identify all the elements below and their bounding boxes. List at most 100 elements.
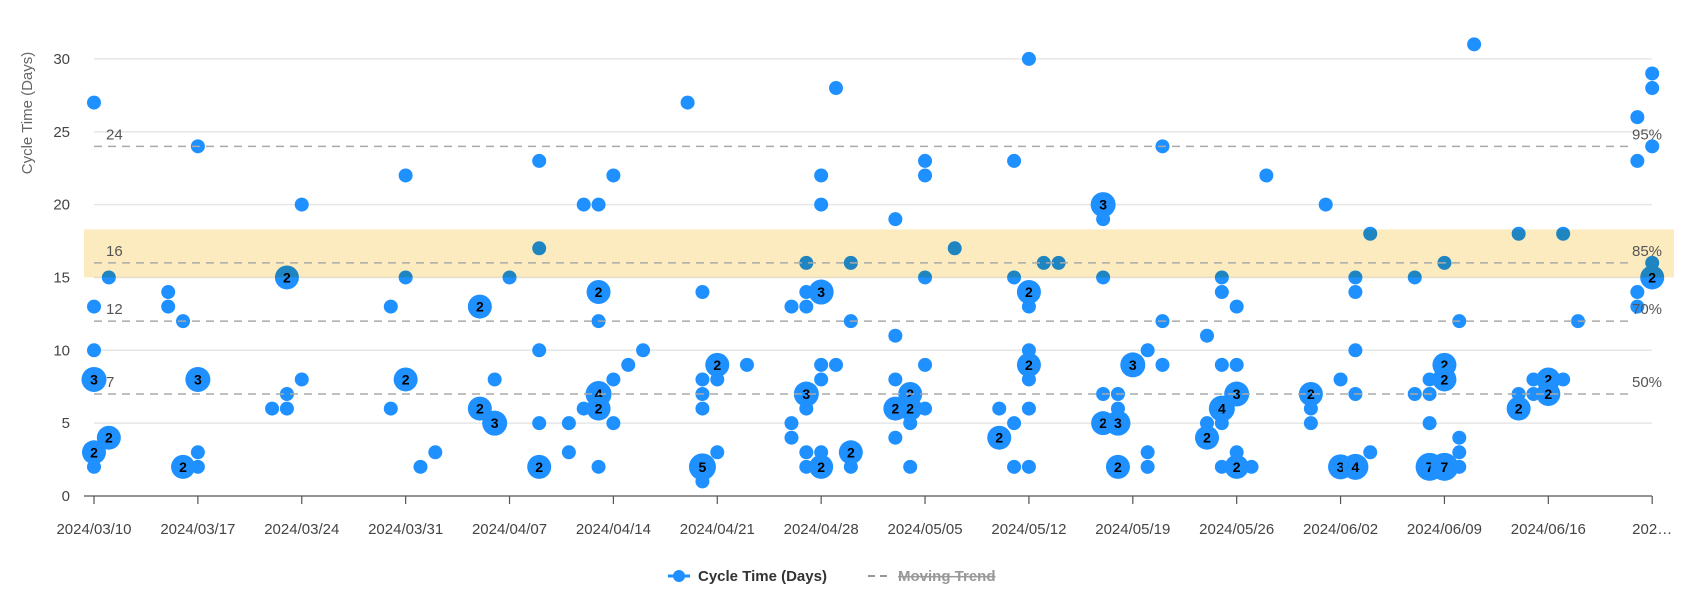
data-point: [1630, 110, 1645, 125]
data-point-marker: [1630, 285, 1645, 300]
data-point-count: 2: [595, 284, 603, 300]
data-point-marker: [1645, 66, 1660, 81]
data-point: [279, 401, 294, 416]
data-point-count: 2: [817, 459, 825, 475]
legend-item-cycle-time[interactable]: Cycle Time (Days): [668, 568, 827, 585]
data-point-marker: [1630, 299, 1645, 314]
data-point-marker: [586, 280, 611, 305]
data-point: [1452, 430, 1467, 445]
data-point-marker: [591, 197, 606, 212]
data-point: [532, 416, 547, 431]
data-point-cluster: 5: [688, 453, 716, 481]
data-point: [814, 357, 829, 372]
data-point-marker: [586, 396, 611, 421]
legend-label-cycle-time: Cycle Time (Days): [698, 568, 827, 585]
data-point-cluster: 3: [808, 279, 834, 305]
data-point-count: 7: [1426, 459, 1434, 475]
data-point-marker: [695, 401, 710, 416]
data-point-cluster: 2: [1506, 396, 1531, 421]
data-point-marker: [1298, 382, 1323, 407]
legend-item-moving-trend[interactable]: Moving Trend: [868, 568, 996, 585]
data-point-count: 2: [1544, 386, 1552, 402]
data-point: [814, 197, 829, 212]
data-point: [532, 343, 547, 358]
data-point: [190, 445, 205, 460]
data-point-marker: [1342, 453, 1369, 480]
data-point: [918, 168, 933, 183]
data-point-marker: [1645, 81, 1660, 96]
data-point: [1363, 445, 1378, 460]
data-point-marker: [809, 454, 834, 479]
data-point-marker: [1140, 343, 1155, 358]
data-point: [190, 459, 205, 474]
data-point-cluster: 2: [527, 454, 552, 479]
data-point-marker: [81, 366, 107, 392]
data-point: [888, 372, 903, 387]
percentile-label: 85%: [1632, 243, 1662, 260]
data-point: [1467, 37, 1482, 52]
data-point: [1333, 372, 1348, 387]
data-point-count: 2: [535, 459, 543, 475]
data-point-marker: [992, 401, 1007, 416]
data-point-marker: [279, 401, 294, 416]
data-point-count: 2: [906, 401, 914, 417]
data-point-marker: [532, 153, 547, 168]
data-point: [784, 416, 799, 431]
data-point-marker: [82, 440, 106, 465]
data-point-marker: [1452, 445, 1467, 460]
data-point: [87, 459, 101, 474]
data-point-marker: [1303, 416, 1318, 431]
percentile-label: 50%: [1632, 374, 1662, 391]
data-point-marker: [695, 285, 710, 300]
data-point: [784, 299, 799, 314]
data-point-marker: [1333, 372, 1348, 387]
data-point: [398, 168, 413, 183]
data-point-count: 7: [1441, 459, 1449, 475]
data-point-marker: [1430, 452, 1459, 481]
data-point-marker: [799, 299, 814, 314]
data-point-marker: [1090, 192, 1116, 218]
data-point-count: 3: [1129, 357, 1137, 373]
data-point-cluster: 2: [586, 280, 611, 305]
data-point-marker: [1244, 459, 1259, 474]
data-point-marker: [606, 372, 621, 387]
data-point: [1021, 372, 1036, 387]
data-point-marker: [383, 401, 398, 416]
data-point-count: 2: [595, 401, 603, 417]
data-point: [1214, 357, 1229, 372]
data-point-marker: [532, 343, 547, 358]
y-tick-label: 0: [62, 488, 70, 505]
data-point-count: 2: [1203, 430, 1211, 446]
x-tick-label: 2024/03/10: [56, 521, 131, 538]
data-point-count: 2: [1544, 371, 1552, 387]
data-point-marker: [1016, 352, 1041, 377]
data-point-marker: [1432, 367, 1457, 392]
data-point-marker: [1630, 110, 1645, 125]
data-point: [161, 285, 176, 300]
data-point-marker: [1096, 212, 1111, 227]
data-point-marker: [814, 357, 829, 372]
data-point-count: 2: [847, 444, 855, 460]
data-point-cluster: 2: [1016, 352, 1041, 377]
data-point-marker: [265, 401, 280, 416]
data-point-count: 2: [713, 357, 721, 373]
data-point-cluster: 3: [793, 381, 819, 407]
data-point-marker: [1229, 357, 1244, 372]
data-point: [487, 372, 502, 387]
data-point: [1200, 328, 1214, 343]
data-point-count: 3: [802, 386, 810, 402]
data-point-marker: [1214, 416, 1229, 431]
legend: Cycle Time (Days) Moving Trend: [668, 568, 996, 585]
data-point: [1007, 153, 1022, 168]
data-point-count: 3: [817, 284, 825, 300]
data-point-count: 2: [1441, 357, 1449, 373]
data-point-marker: [1467, 37, 1482, 52]
data-point-cluster: 3: [1120, 352, 1146, 378]
data-point-marker: [705, 352, 730, 377]
data-point-count: 3: [491, 415, 499, 431]
data-point: [695, 285, 710, 300]
data-point: [1214, 416, 1229, 431]
data-point: [636, 343, 651, 358]
data-point: [918, 401, 933, 416]
data-point-count: 2: [90, 444, 98, 460]
